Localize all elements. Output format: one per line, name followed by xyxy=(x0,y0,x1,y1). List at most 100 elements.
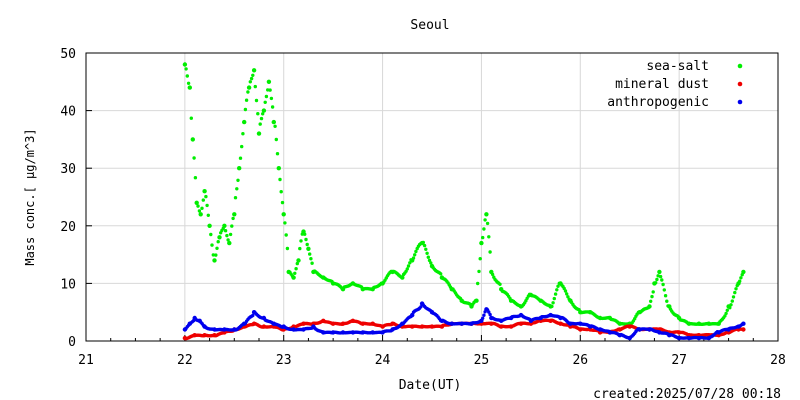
data-point xyxy=(696,336,700,340)
data-point xyxy=(477,269,481,274)
data-point xyxy=(210,243,214,247)
data-point xyxy=(206,213,210,217)
data-point xyxy=(310,261,314,265)
data-point xyxy=(654,281,658,285)
data-point xyxy=(724,311,728,316)
y-tick-label: 50 xyxy=(60,47,76,62)
data-point xyxy=(242,119,247,125)
data-point xyxy=(266,79,272,85)
x-tick-label: 23 xyxy=(276,353,292,368)
data-point xyxy=(616,327,621,331)
data-point xyxy=(547,313,552,318)
data-point xyxy=(728,306,732,310)
data-point xyxy=(263,100,267,105)
data-point xyxy=(527,292,532,296)
data-point xyxy=(330,321,334,326)
data-point xyxy=(290,274,295,278)
data-point xyxy=(246,90,250,94)
data-point xyxy=(658,274,663,279)
data-point xyxy=(563,289,568,293)
data-point xyxy=(389,329,393,333)
data-point xyxy=(498,282,502,286)
data-point xyxy=(676,336,680,340)
data-point xyxy=(427,258,432,263)
data-point xyxy=(488,321,492,325)
data-point xyxy=(408,261,412,265)
data-point xyxy=(482,313,486,317)
data-point xyxy=(184,67,188,71)
data-point xyxy=(211,253,215,257)
data-point xyxy=(249,76,254,81)
data-point xyxy=(740,273,744,277)
data-point xyxy=(468,302,472,306)
data-point xyxy=(551,301,555,305)
data-point xyxy=(550,304,554,309)
data-point xyxy=(448,285,453,289)
data-point xyxy=(187,85,192,90)
data-point xyxy=(211,333,215,338)
data-point xyxy=(556,284,560,288)
data-point xyxy=(283,221,287,225)
data-point xyxy=(488,250,492,254)
x-tick-label: 24 xyxy=(375,353,391,368)
data-point xyxy=(236,178,240,182)
data-point xyxy=(485,221,490,226)
data-point xyxy=(350,330,354,334)
data-point xyxy=(518,314,522,318)
x-axis-label: Date(UT) xyxy=(399,378,462,393)
data-point xyxy=(655,277,659,282)
data-point xyxy=(422,243,427,248)
data-point xyxy=(253,84,257,89)
data-point xyxy=(487,310,491,314)
data-point xyxy=(196,318,201,323)
data-point xyxy=(232,212,237,217)
data-point xyxy=(508,316,512,320)
data-point xyxy=(259,116,264,121)
data-point xyxy=(303,232,307,236)
data-point xyxy=(587,324,591,328)
data-point xyxy=(429,324,433,329)
data-point xyxy=(197,209,202,213)
data-point xyxy=(555,288,559,292)
x-tick-labels: 21 22 23 24 25 26 27 28 xyxy=(78,353,786,368)
data-point xyxy=(185,74,189,78)
data-point xyxy=(241,132,245,136)
data-point xyxy=(562,286,566,291)
data-point xyxy=(649,299,653,303)
data-point xyxy=(244,98,249,102)
x-tick-label: 28 xyxy=(770,353,786,368)
data-point xyxy=(409,324,413,329)
data-point xyxy=(279,190,283,194)
data-point xyxy=(483,310,487,314)
data-point xyxy=(306,246,311,251)
legend: sea-salt mineral dust anthropogenic xyxy=(607,59,743,110)
data-point xyxy=(308,252,312,256)
data-point xyxy=(686,336,690,340)
data-point xyxy=(275,152,280,156)
data-point xyxy=(481,316,485,320)
y-tick-labels: 0 10 20 30 40 50 xyxy=(60,47,76,350)
data-point xyxy=(739,276,743,280)
data-point xyxy=(657,269,662,275)
data-point xyxy=(225,233,229,238)
data-point xyxy=(216,240,220,244)
data-point xyxy=(280,200,285,205)
legend-label: sea-salt xyxy=(646,59,709,74)
data-point xyxy=(285,246,290,251)
x-tick-label: 22 xyxy=(177,353,193,368)
data-point xyxy=(665,299,669,303)
data-point xyxy=(271,119,276,125)
data-point xyxy=(458,296,463,301)
series-1 xyxy=(182,62,746,326)
data-point xyxy=(198,212,203,217)
data-points xyxy=(182,62,746,341)
data-point xyxy=(553,292,558,296)
data-point xyxy=(274,137,278,142)
data-point xyxy=(215,246,219,250)
legend-label: anthropogenic xyxy=(607,95,709,110)
data-point xyxy=(238,156,243,160)
data-point xyxy=(547,318,552,323)
data-point xyxy=(207,223,212,228)
data-point xyxy=(731,295,736,299)
data-point xyxy=(273,124,277,128)
